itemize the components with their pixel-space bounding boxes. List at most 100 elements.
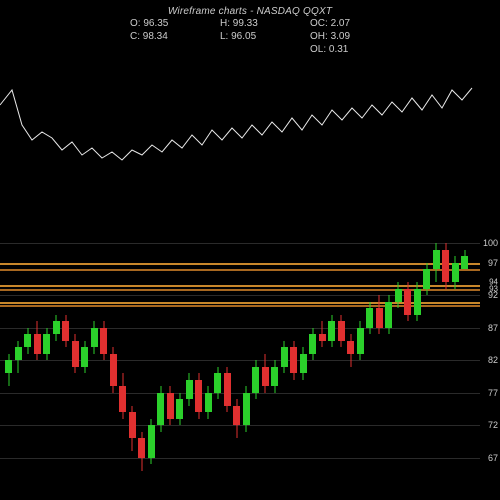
candle: [138, 230, 145, 490]
candle-body: [110, 354, 117, 387]
candle-body: [119, 386, 126, 412]
candle-body: [34, 334, 41, 354]
candle: [385, 230, 392, 490]
candlestick-chart: [0, 230, 480, 490]
ohlc-oh: OH: 3.09: [310, 31, 370, 42]
chart-container: Wireframe charts - NASDAQ QQXT O: 96.35 …: [0, 0, 500, 500]
candle-body: [5, 360, 12, 373]
candle: [252, 230, 259, 490]
candle: [423, 230, 430, 490]
candle-body: [442, 250, 449, 283]
candle: [148, 230, 155, 490]
ohlc-high: H: 99.33: [220, 18, 280, 29]
candle-body: [385, 302, 392, 328]
candle-body: [262, 367, 269, 387]
candle: [53, 230, 60, 490]
y-axis: 677277828792971009394: [478, 230, 498, 490]
candle: [157, 230, 164, 490]
y-tick-label: 87: [488, 323, 498, 333]
candle-body: [328, 321, 335, 341]
y-tick-label: 97: [488, 258, 498, 268]
candle-body: [91, 328, 98, 348]
candle-body: [138, 438, 145, 458]
candle-body: [224, 373, 231, 406]
candle: [110, 230, 117, 490]
price-line: [0, 88, 472, 160]
candle: [243, 230, 250, 490]
candle-body: [338, 321, 345, 341]
candle-body: [366, 308, 373, 328]
candle: [233, 230, 240, 490]
candle: [452, 230, 459, 490]
candle-body: [395, 289, 402, 302]
candle: [300, 230, 307, 490]
candle-body: [423, 269, 430, 289]
candle: [357, 230, 364, 490]
candle: [271, 230, 278, 490]
candle: [414, 230, 421, 490]
candle-body: [24, 334, 31, 347]
candle: [347, 230, 354, 490]
candle-body: [72, 341, 79, 367]
candle: [5, 230, 12, 490]
candle: [404, 230, 411, 490]
candle-body: [271, 367, 278, 387]
y-tick-label: 82: [488, 355, 498, 365]
ohlc-empty1: [130, 44, 190, 55]
ohlc-open: O: 96.35: [130, 18, 190, 29]
candle: [328, 230, 335, 490]
candle-body: [347, 341, 354, 354]
candle: [224, 230, 231, 490]
candle: [15, 230, 22, 490]
candle-body: [15, 347, 22, 360]
candle: [43, 230, 50, 490]
candle-body: [233, 406, 240, 426]
candle: [62, 230, 69, 490]
candle-body: [205, 393, 212, 413]
candle-body: [195, 380, 202, 413]
candle: [281, 230, 288, 490]
candle-body: [252, 367, 259, 393]
candle: [205, 230, 212, 490]
candle-body: [129, 412, 136, 438]
candle: [91, 230, 98, 490]
candle: [395, 230, 402, 490]
candle-body: [186, 380, 193, 400]
candle: [81, 230, 88, 490]
candle: [290, 230, 297, 490]
candle-body: [243, 393, 250, 426]
candle: [338, 230, 345, 490]
candle-body: [148, 425, 155, 458]
ohlc-empty2: [220, 44, 280, 55]
candle: [309, 230, 316, 490]
y-tick-label: 72: [488, 420, 498, 430]
candle-body: [433, 250, 440, 270]
candle-body: [62, 321, 69, 341]
candle: [433, 230, 440, 490]
candle-body: [319, 334, 326, 341]
candle: [167, 230, 174, 490]
candle-body: [214, 373, 221, 393]
ohlc-summary: O: 96.35 H: 99.33 OC: 2.07 C: 98.34 L: 9…: [0, 18, 500, 57]
candle: [376, 230, 383, 490]
candle: [100, 230, 107, 490]
candle-body: [309, 334, 316, 354]
candle: [24, 230, 31, 490]
candle: [186, 230, 193, 490]
candle: [262, 230, 269, 490]
y-tick-label: 77: [488, 388, 498, 398]
candle-body: [281, 347, 288, 367]
candle: [119, 230, 126, 490]
candle-body: [176, 399, 183, 419]
candle: [366, 230, 373, 490]
candle: [442, 230, 449, 490]
candle: [129, 230, 136, 490]
candle-body: [157, 393, 164, 426]
candle: [72, 230, 79, 490]
candle-body: [100, 328, 107, 354]
candle-body: [404, 289, 411, 315]
candle-body: [43, 334, 50, 354]
candle: [214, 230, 221, 490]
chart-title: Wireframe charts - NASDAQ QQXT: [0, 6, 500, 17]
candle: [34, 230, 41, 490]
